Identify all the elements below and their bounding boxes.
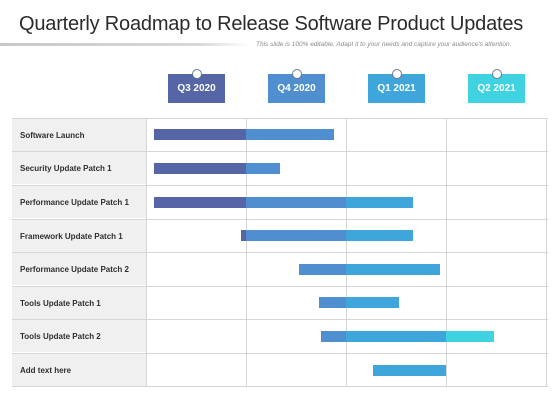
gantt-bar-segment-q1-2021	[346, 196, 413, 208]
quarter-header-q3-2020: Q3 2020	[168, 69, 225, 103]
gantt-bar-segment-q1-2021	[346, 330, 446, 342]
task-label: Framework Update Patch 1	[12, 220, 146, 252]
roadmap-grid: Software Launch Security Update Patch 1 …	[12, 118, 548, 387]
gantt-bar	[154, 129, 334, 140]
table-row: Performance Update Patch 2	[12, 252, 548, 285]
quarter-header-q4-2020: Q4 2020	[268, 69, 325, 103]
gantt-bar-segment-q2-2021	[446, 330, 494, 342]
quarter-divider	[246, 118, 247, 387]
gantt-bar	[154, 196, 413, 208]
quarter-label: Q2 2021	[477, 83, 516, 94]
gantt-bar-segment-q3-2020	[154, 129, 246, 140]
gantt-bar	[299, 263, 440, 275]
title-underline	[0, 43, 250, 46]
task-label: Performance Update Patch 1	[12, 186, 146, 218]
task-label: Add text here	[12, 354, 146, 386]
task-label: Tools Update Patch 1	[12, 287, 146, 319]
gantt-bar	[319, 297, 399, 308]
gantt-bar-segment-q1-2021	[346, 230, 413, 241]
quarter-header-q2-2021: Q2 2021	[468, 69, 525, 103]
gantt-bar-segment-q3-2020	[154, 162, 246, 174]
quarter-label: Q1 2021	[377, 83, 416, 94]
page-subtitle: This slide is 100% editable. Adapt it to…	[256, 41, 512, 48]
quarter-divider	[346, 118, 347, 387]
table-row: Add text here	[12, 353, 548, 387]
gantt-bar-segment-q4-2020	[299, 263, 346, 275]
gantt-bar-segment-q4-2020	[246, 230, 346, 241]
gantt-bar-segment-q4-2020	[246, 162, 280, 174]
gantt-bar-segment-q4-2020	[246, 129, 334, 140]
table-row: Tools Update Patch 2	[12, 319, 548, 352]
table-row: Framework Update Patch 1	[12, 219, 548, 252]
quarter-divider	[446, 118, 447, 387]
gantt-bar-segment-q4-2020	[246, 196, 346, 208]
gantt-bar	[321, 330, 494, 342]
gantt-bar-segment-q3-2020	[241, 230, 246, 241]
gantt-bar	[373, 364, 446, 376]
pin-dot-icon	[391, 69, 402, 79]
pin-dot-icon	[291, 69, 302, 79]
page-title: Quarterly Roadmap to Release Software Pr…	[19, 13, 524, 35]
gantt-bar	[241, 230, 413, 241]
quarter-divider	[546, 118, 547, 387]
gantt-bar-segment-q1-2021	[346, 297, 399, 308]
gantt-bar-segment-q3-2020	[154, 196, 246, 208]
gantt-bar	[154, 162, 280, 174]
table-row: Security Update Patch 1	[12, 151, 548, 184]
task-label: Tools Update Patch 2	[12, 320, 146, 352]
gantt-bar-segment-q4-2020	[319, 297, 346, 308]
quarter-label: Q4 2020	[277, 83, 316, 94]
gantt-bar-segment-q1-2021	[346, 263, 440, 275]
quarter-header-q1-2021: Q1 2021	[368, 69, 425, 103]
task-label: Performance Update Patch 2	[12, 253, 146, 285]
gantt-bar-segment-q1-2021	[373, 364, 446, 376]
task-label: Software Launch	[12, 119, 146, 151]
table-row: Tools Update Patch 1	[12, 286, 548, 319]
task-label: Security Update Patch 1	[12, 152, 146, 184]
quarter-label: Q3 2020	[177, 83, 216, 94]
quarter-divider	[146, 118, 147, 387]
table-row: Software Launch	[12, 118, 548, 151]
gantt-bar-segment-q4-2020	[321, 330, 346, 342]
pin-dot-icon	[191, 69, 202, 79]
table-row: Performance Update Patch 1	[12, 185, 548, 218]
pin-dot-icon	[491, 69, 502, 79]
